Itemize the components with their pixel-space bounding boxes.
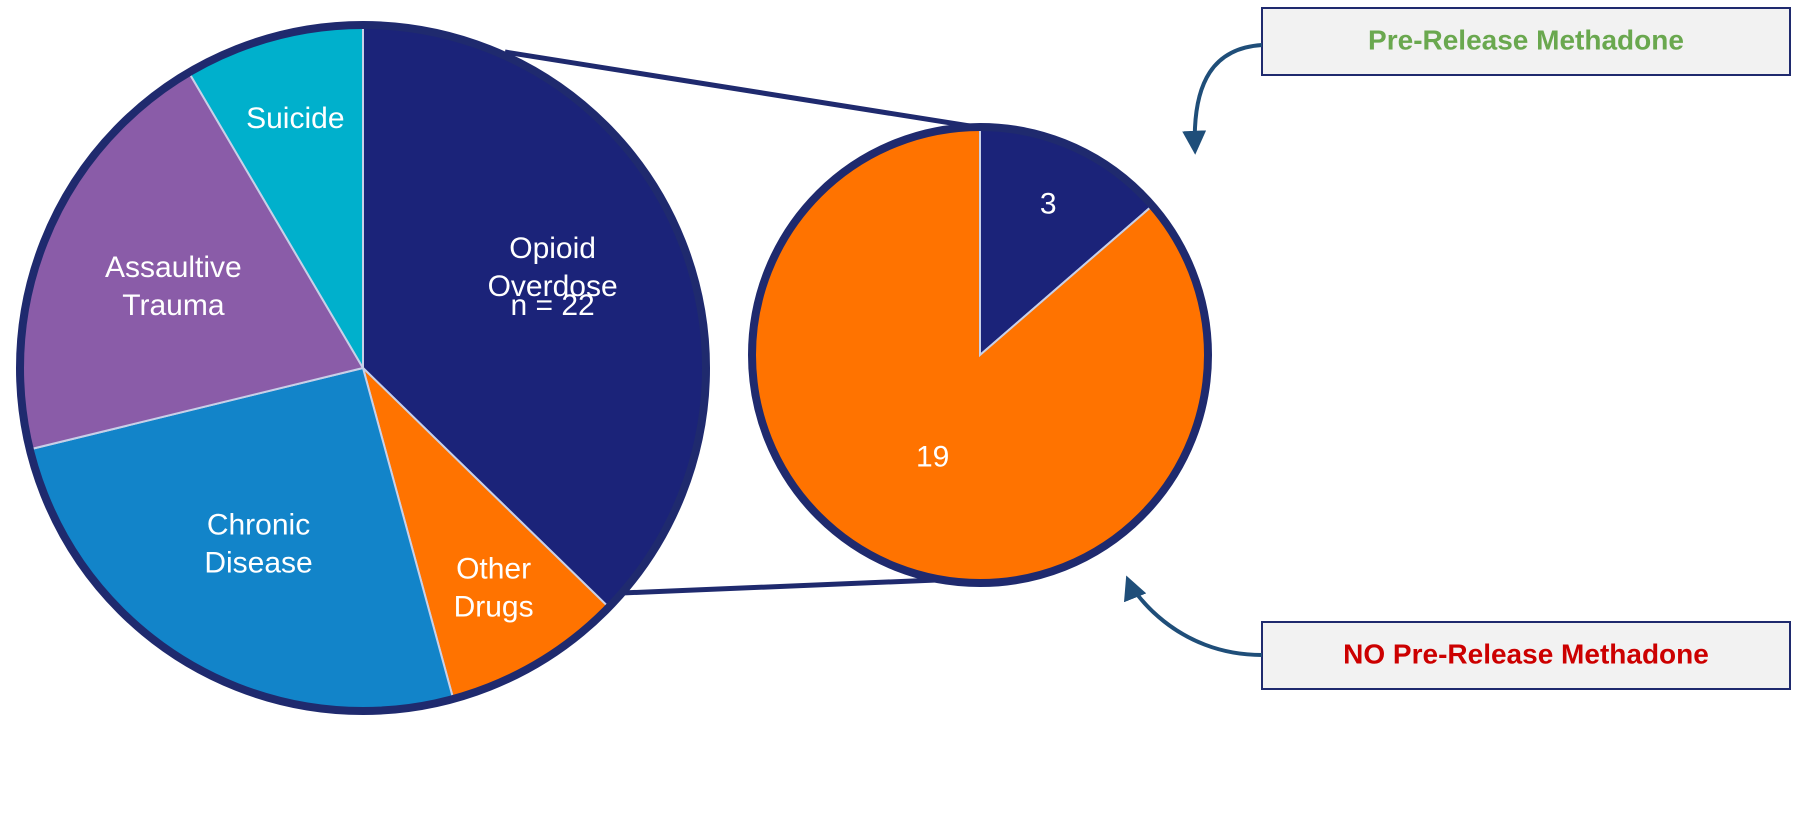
arrow [1182, 43, 1263, 155]
pie-border [16, 21, 710, 715]
slice-label: Assaultive Trauma [105, 251, 242, 322]
value-label: 19 [916, 441, 949, 474]
value-label: 3 [1040, 188, 1057, 221]
legend-label: Pre-Release Methadone [1368, 24, 1684, 55]
label-box [1261, 621, 1791, 690]
legend-label: NO Pre-Release Methadone [1343, 638, 1709, 669]
slice-label: Other Drugs [454, 553, 534, 624]
pie-border [748, 123, 1212, 587]
slice-label: Suicide [246, 102, 344, 135]
slice-label: Opioid Overdose [488, 232, 618, 303]
connector-line [504, 49, 996, 133]
connector-line [621, 575, 986, 596]
value-label: n = 22 [510, 289, 594, 322]
arrow [1124, 575, 1263, 657]
label-box [1261, 7, 1791, 76]
slice-label: Chronic Disease [204, 508, 312, 579]
